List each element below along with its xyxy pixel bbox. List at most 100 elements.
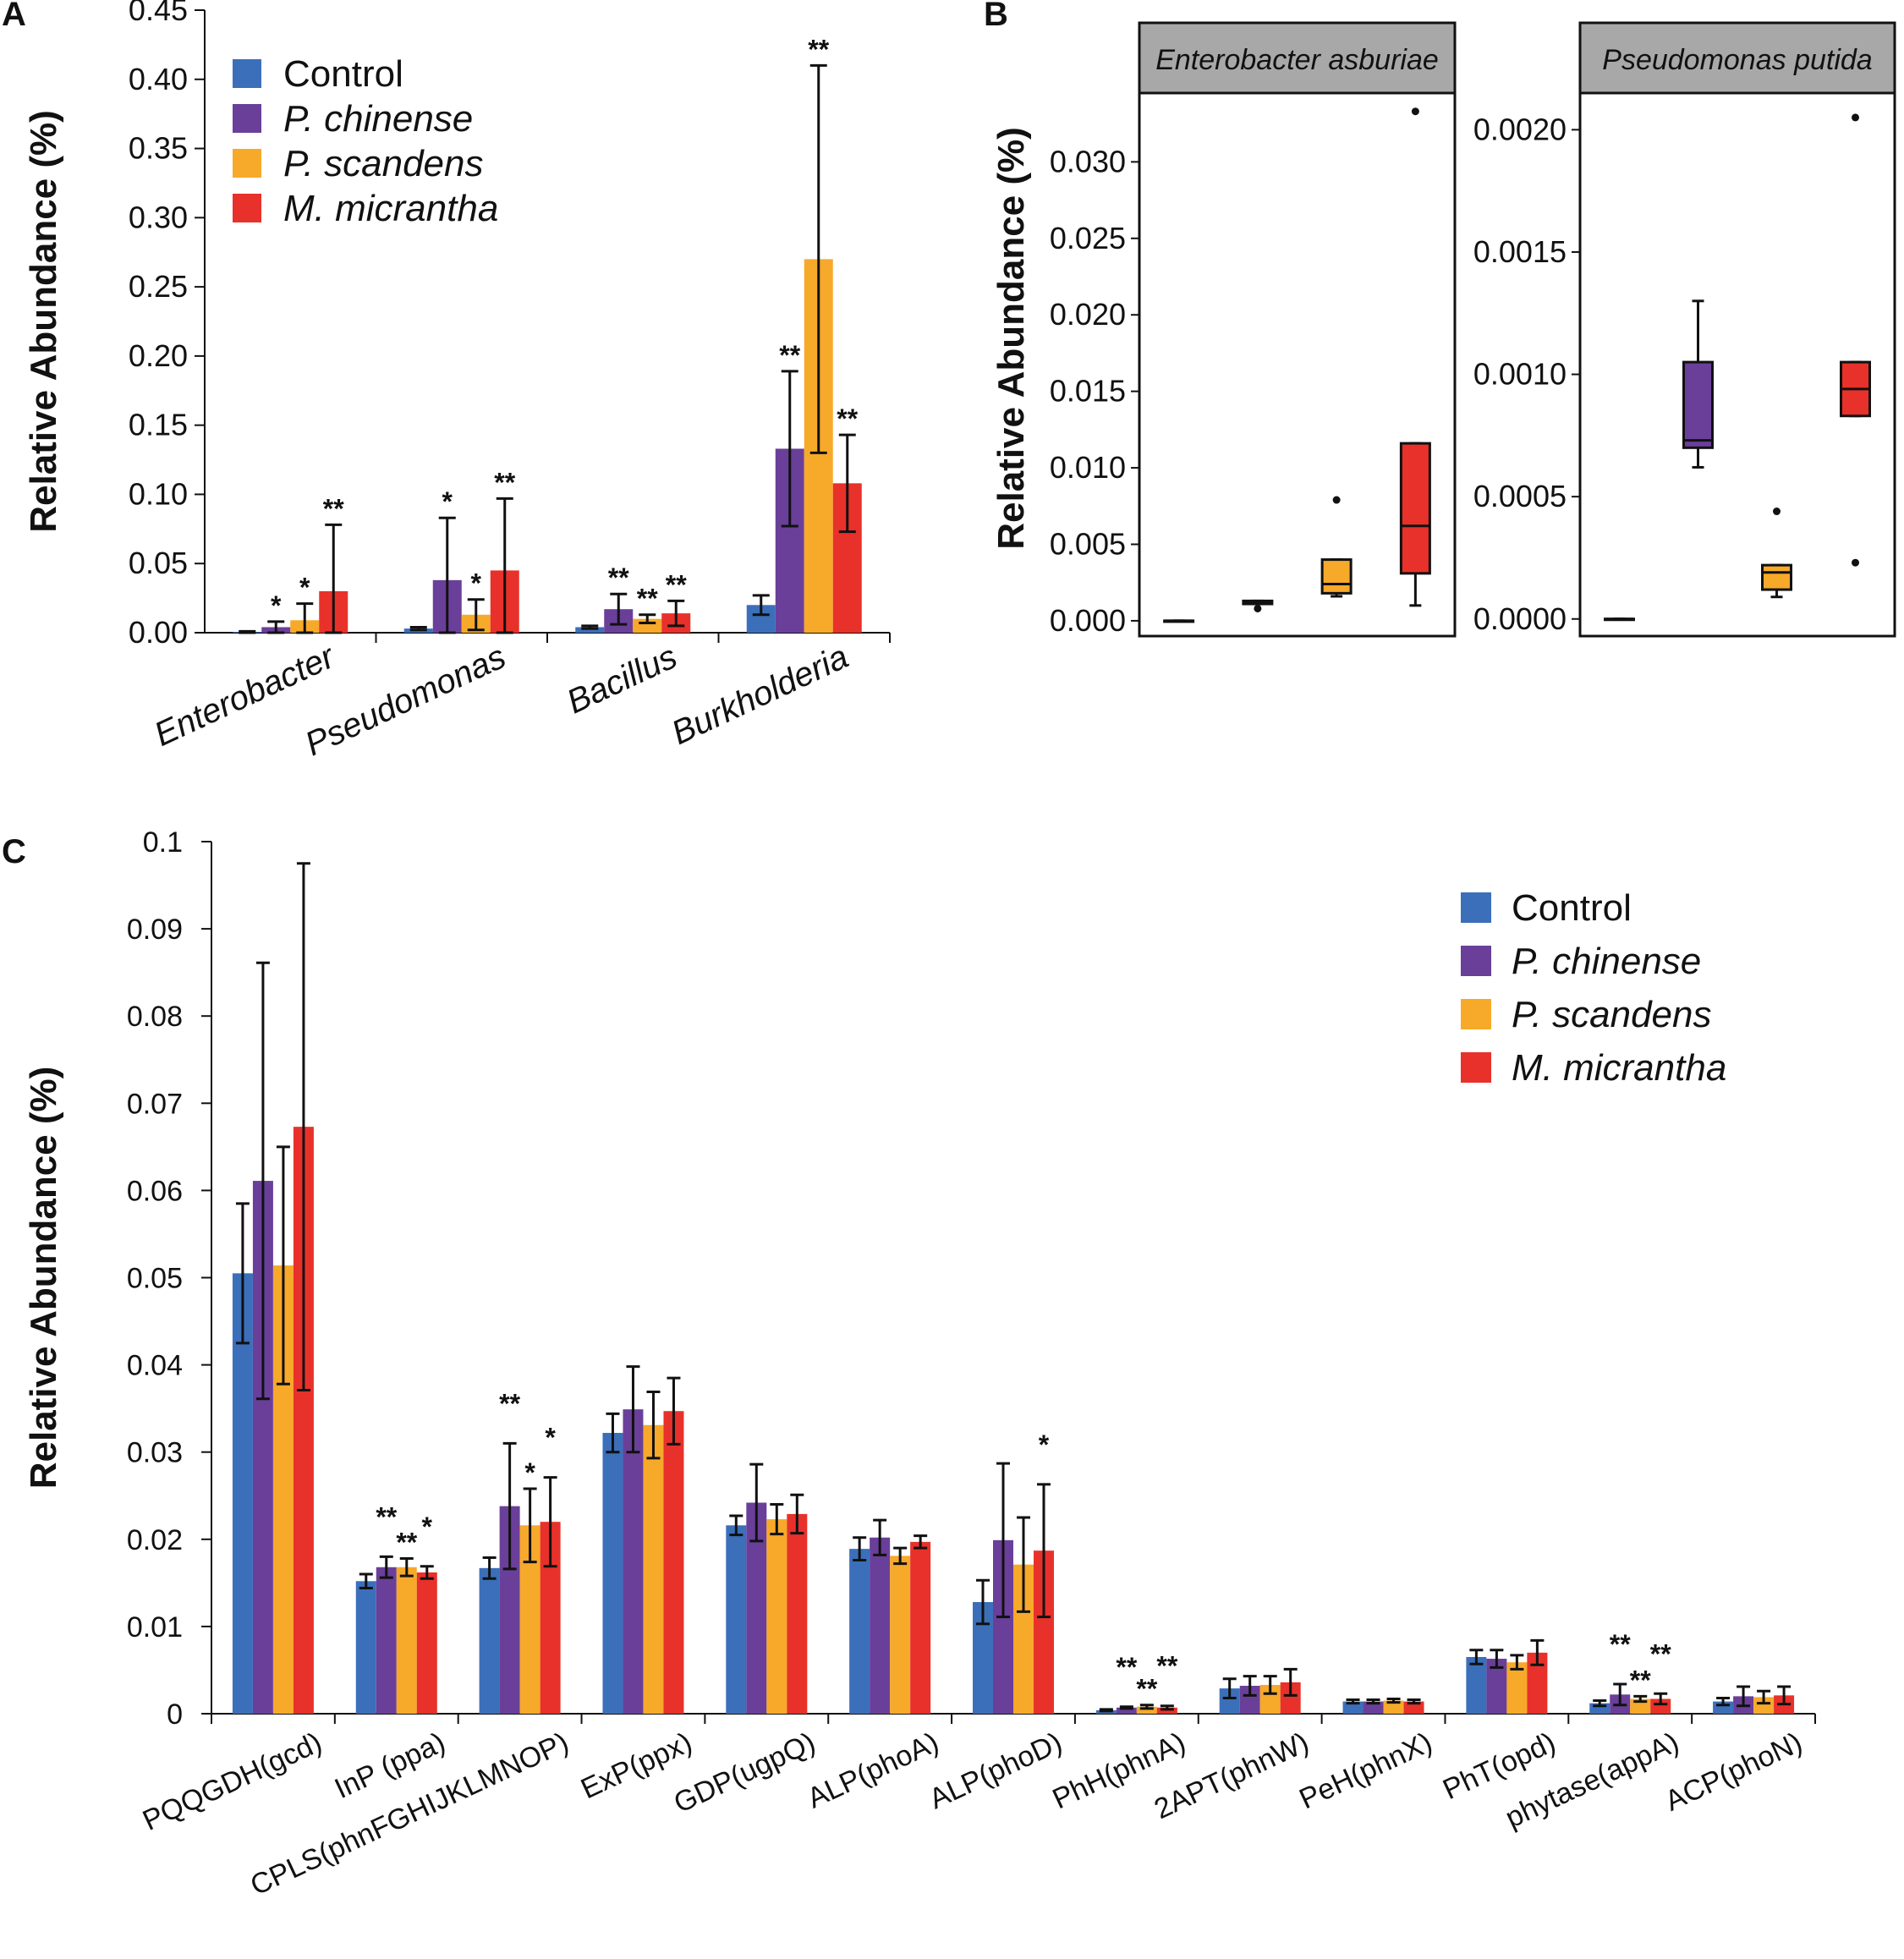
panel-c-bar-m-micrantha-alp-phoa [910, 1541, 931, 1714]
panel-c-y-tick-label: 0.01 [127, 1611, 183, 1643]
panel-a-significance-mark: ** [323, 493, 344, 524]
panel-c-significance-mark: * [545, 1423, 556, 1453]
panel-c-legend-label: P. scandens [1512, 994, 1711, 1035]
panel-c-bar-control-pqqgdh-gcd [232, 1273, 253, 1714]
panel-c-bar-m-micrantha-phytase-appa [1650, 1698, 1671, 1714]
panel-c-bar-p-scandens-alp-phoa [890, 1556, 911, 1714]
panel-b-y-tick-label: 0.015 [1050, 374, 1126, 409]
panel-c-bar-control-inp-ppa [355, 1581, 376, 1714]
panel-a-significance-mark: * [299, 573, 310, 603]
panel-label-a: A [2, 0, 26, 33]
panel-a-y-axis-label: Relative Abundance (%) [23, 110, 64, 533]
panel-c-y-tick-label: 0.04 [127, 1350, 183, 1382]
panel-c-legend-swatch-p-scandens [1461, 999, 1491, 1029]
panel-c-y-tick-label: 0 [167, 1698, 183, 1731]
panel-c-y-tick-label: 0.1 [143, 826, 183, 859]
panel-a-x-tick-label: Burkholderia [666, 638, 853, 752]
panel-c-y-axis-label: Relative Abundance (%) [23, 1067, 64, 1490]
panel-a-y-tick-label: 0.30 [129, 200, 188, 234]
panel-c-bar-m-micrantha-exp-ppx [663, 1411, 684, 1714]
panel-b-y-tick-label: 0.000 [1050, 603, 1126, 638]
panel-b-outlier-point [1852, 113, 1859, 122]
panel-c-bar-control-gdp-ugpq [726, 1525, 747, 1714]
panel-c-bar-m-micrantha-inp-ppa [416, 1572, 437, 1714]
panel-b-y-axis-label: Relative Abundance (%) [990, 127, 1032, 550]
panel-a-significance-mark: ** [666, 569, 687, 600]
panel-b-y-tick-label: 0.025 [1050, 221, 1126, 255]
panel-c-bar-p-scandens-acp-phon [1753, 1697, 1775, 1714]
panel-b-box-p-scandens [1320, 558, 1353, 595]
panel-b-outlier-point [1332, 496, 1341, 504]
panel-b-y-tick-label: 0.030 [1050, 144, 1126, 178]
panel-c-legend-label: Control [1512, 887, 1632, 929]
panel-c-significance-mark: * [1039, 1429, 1050, 1460]
panel-a-legend-swatch-m-micrantha [233, 194, 261, 222]
panel-a-y-tick-label: 0.10 [129, 476, 188, 511]
panel-b-y-tick-label: 0.005 [1050, 526, 1126, 561]
panel-c-significance-mark: ** [1136, 1674, 1157, 1704]
panel-a-legend-swatch-p-scandens [233, 149, 261, 178]
panel-b-box-plots: Relative Abundance (%) Enterobacter asbur… [990, 21, 1896, 638]
panel-c-bar-p-chinense-inp-ppa [376, 1567, 397, 1714]
panel-c-bar-m-micrantha-gdp-ugpq [787, 1513, 808, 1714]
panel-c-significance-mark: * [524, 1457, 535, 1488]
panel-c-bar-p-scandens-peh-phnx [1383, 1700, 1404, 1714]
panel-a-significance-mark: ** [779, 340, 800, 370]
panel-a-y-tick-label: 0.00 [129, 615, 188, 650]
panel-b-facet-frame [1578, 91, 1896, 638]
panel-c-y-tick-label: 0.07 [127, 1088, 183, 1120]
panel-label-b: B [984, 0, 1008, 33]
panel-c-bar-m-micrantha-phh-phna [1156, 1707, 1177, 1714]
panel-a-significance-mark: ** [608, 562, 629, 593]
panel-c-bar-p-chinense-exp-ppx [623, 1409, 644, 1714]
panel-c-significance-mark: ** [499, 1388, 520, 1418]
panel-c-bar-control-peh-phnx [1342, 1701, 1364, 1714]
panel-c-significance-mark: ** [1610, 1629, 1631, 1660]
panel-c-bar-m-micrantha-peh-phnx [1403, 1701, 1424, 1714]
panel-a-x-tick-label: Bacillus [562, 638, 683, 721]
panel-b-box-p-chinense [1682, 360, 1714, 449]
panel-c-legend-swatch-m-micrantha [1461, 1052, 1491, 1083]
panel-c-bar-p-scandens-gdp-ugpq [766, 1519, 787, 1714]
panel-b-strip-pseudomonas-putida [1578, 21, 1896, 95]
panel-c-x-tick-label: ACP(phoN) [1660, 1726, 1808, 1818]
panel-c-x-tick-label: GDP(ugpQ) [669, 1726, 820, 1819]
panel-b-outlier-point [1773, 508, 1781, 516]
panel-c-legend-swatch-control [1461, 892, 1491, 923]
panel-c-bar-p-scandens-exp-ppx [643, 1424, 664, 1714]
panel-b-facet-title: Pseudomonas putida [1602, 44, 1872, 76]
panel-a-y-tick-label: 0.35 [129, 131, 188, 166]
panel-c-bar-chart: 0 0.01 0.02 0.03 0.04 0.05 0.06 0.07 0.08 0.09 0.1… [23, 826, 1816, 1902]
panel-c-bar-control-cpls-phnfghijklmnop [479, 1567, 500, 1714]
panel-a-legend-label: M. micrantha [283, 188, 498, 229]
panel-c-bar-p-chinense-alp-phoa [870, 1537, 891, 1714]
panel-a-significance-mark: * [271, 590, 282, 621]
panel-c-bar-p-scandens-inp-ppa [396, 1567, 417, 1714]
panel-b-outlier-point [1852, 558, 1859, 567]
panel-b-y-tick-label: 0.0020 [1473, 112, 1567, 146]
panel-a-y-tick-label: 0.20 [129, 338, 188, 373]
panel-b-y-tick-label: 0.0010 [1473, 357, 1567, 392]
panel-c-bar-p-scandens-phh-phna [1136, 1706, 1157, 1714]
panel-a-y-tick-label: 0.40 [129, 62, 188, 96]
panel-c-x-tick-label: PQQGDH(gcd) [138, 1726, 326, 1837]
panel-a-y-tick-label: 0.45 [129, 0, 188, 27]
panel-b-y-tick-label: 0.0005 [1473, 479, 1567, 513]
panel-c-significance-mark: ** [1650, 1638, 1671, 1669]
panel-c-x-tick-label: ALP(phoD) [925, 1726, 1067, 1816]
panel-c-y-tick-label: 0.08 [127, 1001, 183, 1033]
panel-b-outlier-point [1411, 107, 1419, 116]
panel-b-y-tick-label: 0.020 [1050, 297, 1126, 332]
panel-a-significance-mark: * [471, 568, 482, 599]
panel-b-y-tick-label: 0.0015 [1473, 234, 1567, 269]
panel-c-y-tick-label: 0.02 [127, 1524, 183, 1556]
panel-c-significance-mark: ** [396, 1527, 417, 1557]
panel-c-y-tick-label: 0.05 [127, 1263, 183, 1295]
panel-c-bar-p-chinense-phh-phna [1116, 1707, 1137, 1714]
panel-a-y-tick-label: 0.15 [129, 408, 188, 442]
panel-a-legend-label: P. scandens [283, 143, 483, 184]
panel-c-x-tick-label: ALP(phoA) [803, 1726, 944, 1815]
panel-c-bar-control-pht-opd [1466, 1656, 1487, 1714]
panel-a-legend-swatch-control [233, 59, 261, 88]
